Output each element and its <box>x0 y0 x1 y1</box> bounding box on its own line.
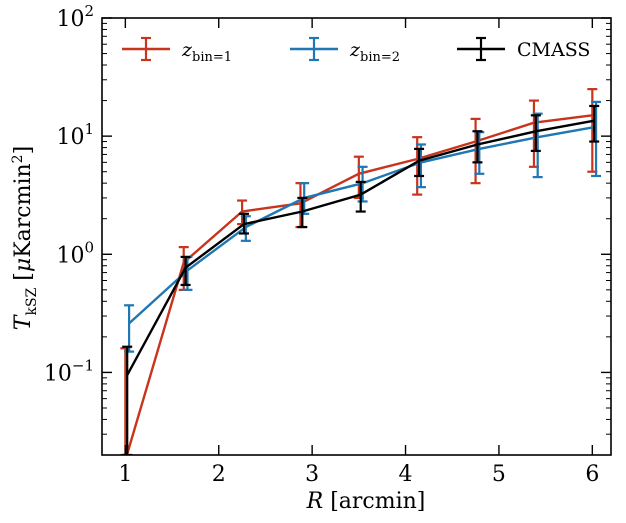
x-tick-label-4: 5 <box>492 462 506 487</box>
error-bar-2-7 <box>530 114 541 153</box>
error-bar-2-4 <box>355 180 366 213</box>
y-tick-label-0: 10−1 <box>44 356 94 386</box>
x-tick-label-3: 4 <box>399 462 413 487</box>
error-bar-0-5 <box>412 136 423 196</box>
x-tick-label-5: 6 <box>585 462 599 487</box>
error-bar-1-7 <box>532 112 543 179</box>
error-bar-2-6 <box>472 130 483 164</box>
legend-label-2: CMASS <box>517 39 590 61</box>
y-tick-label-2: 101 <box>56 120 94 150</box>
ticks: 1 2 3 4 5 6 10−1 100 101 102 <box>44 2 611 487</box>
error-bar-1-0 <box>124 304 135 353</box>
x-tick-label-2: 3 <box>305 462 319 487</box>
x-axis-label: R [arcmin] <box>306 489 426 514</box>
error-bar-0-0 <box>120 347 131 455</box>
series-0 <box>120 88 598 455</box>
error-bar-1-8 <box>591 100 602 178</box>
legend-item-1: zbin=2 <box>290 36 400 65</box>
legend-label-0: zbin=1 <box>181 39 232 65</box>
y-tick-label-1: 100 <box>56 238 94 268</box>
plot-frame <box>101 17 612 456</box>
series-1 <box>124 100 602 353</box>
error-bar-1-4 <box>357 165 368 203</box>
error-bar-1-5 <box>415 143 426 189</box>
y-tick-label-3: 102 <box>56 2 94 32</box>
legend-item-2: CMASS <box>457 36 590 62</box>
error-bar-0-6 <box>470 117 481 185</box>
legend-item-0: zbin=1 <box>122 36 232 65</box>
x-tick-label-0: 1 <box>118 462 132 487</box>
series-2 <box>122 104 600 455</box>
legend: zbin=1 zbin=2 CMASS <box>122 36 590 65</box>
error-bar-2-2 <box>238 212 249 235</box>
legend-label-1: zbin=2 <box>349 39 400 65</box>
y-axis-label: TkSZ [μKarcmin2] <box>10 146 40 330</box>
plot-area <box>120 88 602 455</box>
series-line-2 <box>126 119 595 376</box>
error-bar-2-1 <box>180 255 191 287</box>
error-bar-2-0 <box>122 345 133 455</box>
error-bar-2-5 <box>414 147 425 178</box>
error-bar-2-8 <box>589 104 600 143</box>
svg-text:TkSZ [μKarcmin2]: TkSZ [μKarcmin2] <box>10 146 40 330</box>
error-bar-2-3 <box>297 196 308 229</box>
error-bar-1-2 <box>240 215 251 242</box>
x-tick-label-1: 2 <box>212 462 226 487</box>
